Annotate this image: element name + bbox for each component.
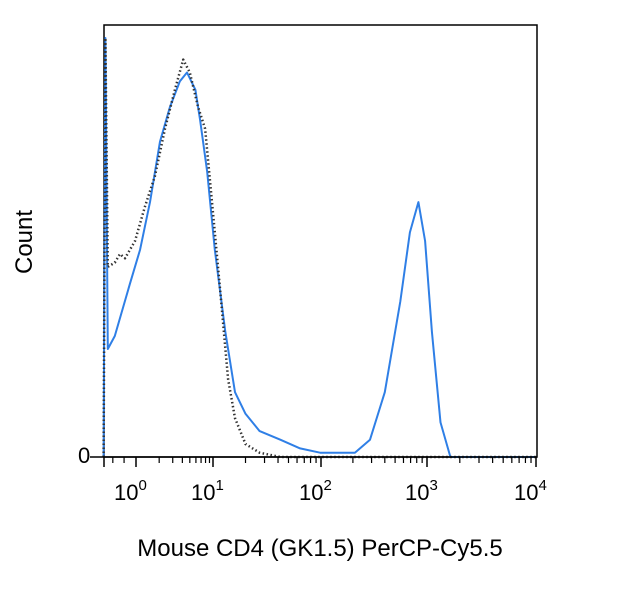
x-tick-label: 102	[299, 477, 332, 505]
x-tick-label: 103	[405, 477, 438, 505]
x-axis: 100 101 102 103 104	[90, 456, 547, 505]
series-control-dotted	[102, 36, 536, 459]
x-tick-label: 100	[114, 477, 147, 505]
x-tick-label: 104	[514, 477, 547, 505]
plot-frame	[103, 24, 538, 458]
series-group	[102, 36, 536, 459]
y-tick-label: 0	[78, 443, 90, 468]
series-stained-solid	[102, 37, 536, 458]
y-axis-label: Count	[11, 210, 38, 274]
x-tick-label: 101	[191, 477, 224, 505]
x-axis-label: Mouse CD4 (GK1.5) PerCP-Cy5.5	[137, 535, 502, 562]
